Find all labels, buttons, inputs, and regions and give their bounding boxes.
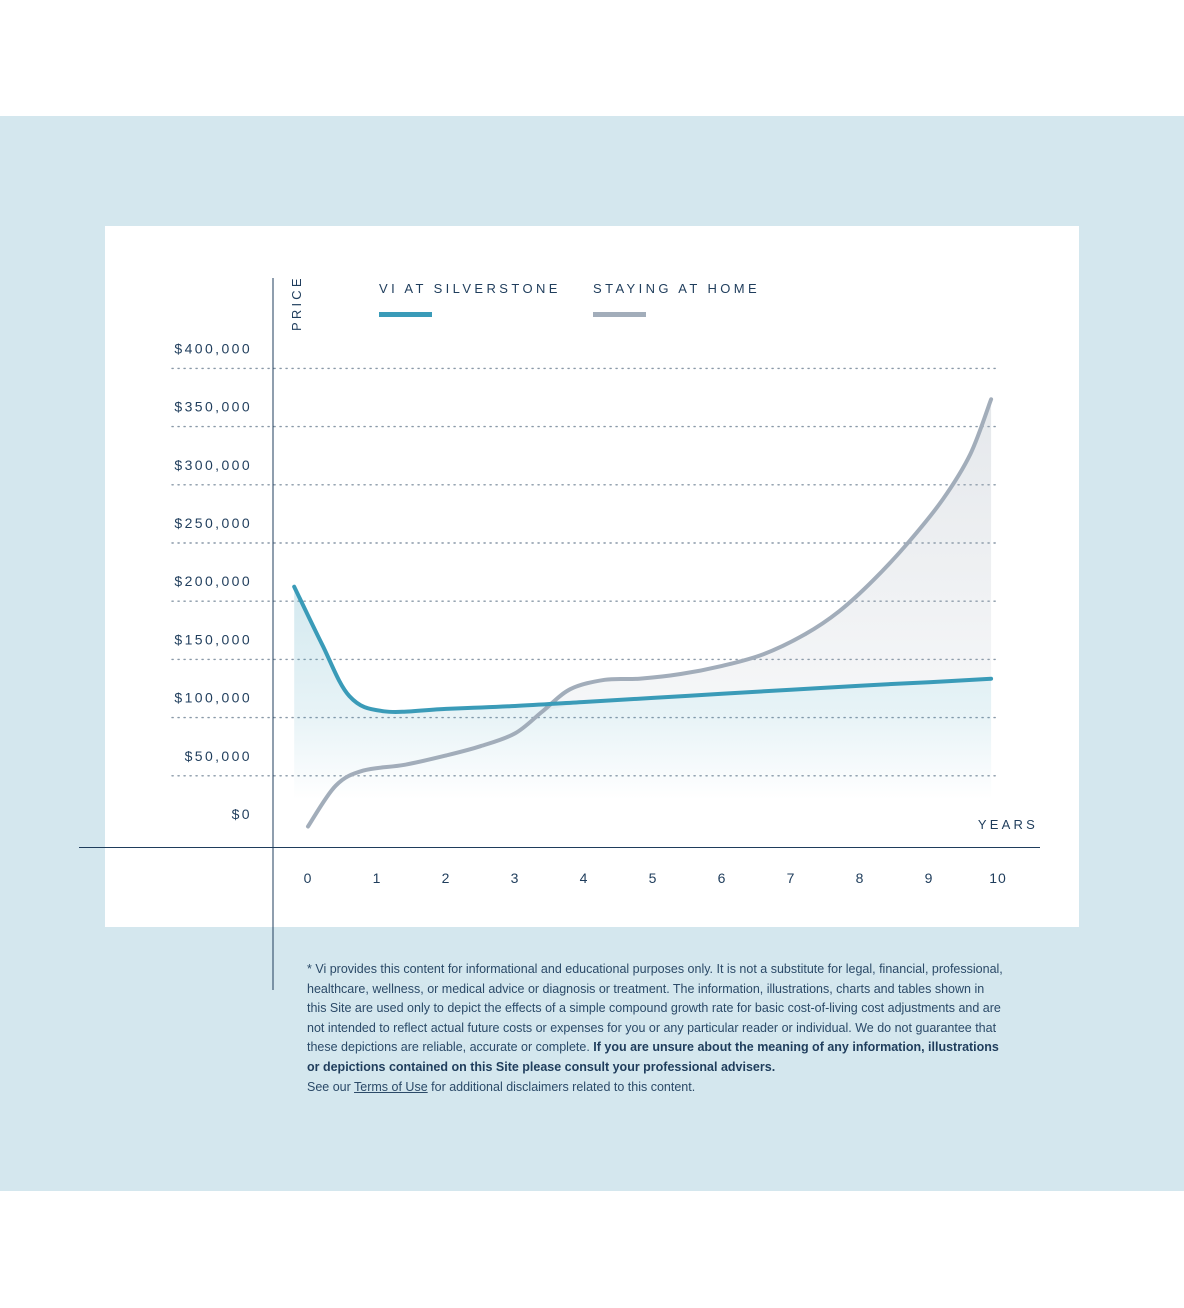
home-area-fill xyxy=(542,399,992,712)
y-tick-labels: $400,000 $350,000 $300,000 $250,000 $200,000… xyxy=(174,340,252,822)
x-tick-label: 5 xyxy=(649,870,658,886)
legend: VI AT SILVERSTONE STAYING AT HOME xyxy=(379,281,760,317)
y-tick-label: $350,000 xyxy=(174,399,252,415)
y-tick-label: $400,000 xyxy=(174,340,252,356)
disclaimer-bold-text: If you are unsure about the meaning of a… xyxy=(307,1040,999,1074)
x-tick-label: 10 xyxy=(989,870,1007,886)
x-tick-label: 0 xyxy=(304,870,313,886)
legend-swatch-home xyxy=(593,312,646,317)
y-tick-label: $150,000 xyxy=(174,631,252,647)
series-lines xyxy=(292,397,994,829)
disclaimer-see-prefix: See our xyxy=(307,1079,355,1094)
disclaimer-text: * Vi provides this content for informati… xyxy=(307,962,1003,1055)
x-tick-labels: 0 1 2 3 4 5 6 7 8 9 10 xyxy=(304,870,1007,886)
y-tick-label: $100,000 xyxy=(174,690,252,706)
x-tick-label: 3 xyxy=(511,870,520,886)
legend-label-home: STAYING AT HOME xyxy=(593,281,760,296)
series-line-staying-at-home xyxy=(306,397,994,829)
y-tick-label: $250,000 xyxy=(174,515,252,531)
legend-label-vi: VI AT SILVERSTONE xyxy=(379,281,561,296)
y-axis-title: PRICE xyxy=(289,275,304,331)
x-tick-label: 4 xyxy=(580,870,589,886)
x-tick-label: 2 xyxy=(442,870,451,886)
x-tick-label: 1 xyxy=(373,870,382,886)
series-line-vi-at-silverstone xyxy=(292,584,994,714)
x-tick-label: 7 xyxy=(787,870,796,886)
y-tick-label: $50,000 xyxy=(185,748,252,764)
area-fills xyxy=(294,399,992,800)
disclaimer-see-suffix: for additional disclaimers related to th… xyxy=(427,1079,696,1094)
x-axis-title: YEARS xyxy=(978,817,1038,832)
disclaimer: * Vi provides this content for informati… xyxy=(307,960,1007,1097)
x-tick-label: 9 xyxy=(925,870,934,886)
terms-of-use-link[interactable]: Terms of Use xyxy=(354,1079,428,1094)
y-tick-label: $200,000 xyxy=(174,573,252,589)
y-tick-label: $300,000 xyxy=(174,457,252,473)
y-tick-label: $0 xyxy=(232,806,252,822)
x-tick-label: 8 xyxy=(856,870,865,886)
vi-area-fill xyxy=(294,586,992,800)
legend-swatch-vi xyxy=(379,312,432,317)
x-tick-label: 6 xyxy=(718,870,727,886)
